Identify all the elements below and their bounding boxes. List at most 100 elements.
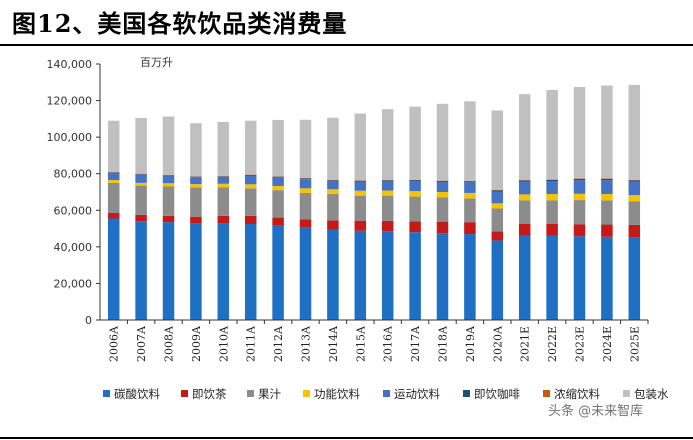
bar-segment	[244, 120, 257, 175]
bar-segment	[546, 89, 558, 180]
bar-segment	[518, 180, 531, 182]
x-tick-label: 2013A	[300, 325, 313, 362]
bar-segment	[272, 176, 284, 178]
bar-segment	[573, 236, 586, 320]
bar-segment	[299, 188, 312, 193]
bar-segment	[107, 180, 120, 183]
bar-segment	[354, 181, 367, 191]
bottom-rule	[0, 437, 693, 439]
y-tick-label: 60,000	[54, 204, 93, 217]
bar-segment	[491, 240, 504, 320]
bar-segment	[327, 220, 339, 230]
bar-segment	[107, 172, 120, 181]
bar-segment	[573, 200, 586, 225]
bar-segment	[491, 231, 504, 241]
x-tick-label: 2024E	[601, 326, 614, 362]
bar-segment	[518, 181, 531, 195]
bar-segment	[244, 175, 257, 185]
y-tick-label: 40,000	[54, 241, 93, 254]
bar-segment	[409, 180, 421, 182]
bar-segment	[573, 193, 586, 201]
bar-segment	[272, 225, 284, 320]
x-tick-label: 2014A	[327, 325, 340, 362]
bar-segment	[518, 94, 531, 181]
bar-segment	[628, 237, 641, 320]
bar-segment	[299, 192, 312, 220]
bar-segment	[244, 188, 257, 216]
bar-segment	[464, 222, 476, 235]
bar-segment	[491, 110, 504, 190]
bar-segment	[436, 233, 449, 320]
legend-label: 包装水	[634, 387, 669, 401]
bar-segment	[190, 184, 202, 188]
bar-segment	[299, 179, 312, 189]
y-tick-label: 20,000	[54, 277, 93, 290]
bar-segment	[381, 195, 394, 221]
bar-segment	[546, 194, 558, 201]
bar-segment	[573, 180, 586, 194]
bar-segment	[381, 220, 394, 232]
bar-segment	[546, 200, 558, 224]
bar-segment	[628, 181, 641, 196]
bar-segment	[135, 174, 147, 183]
bar-segment	[381, 109, 394, 181]
bar-segment	[381, 190, 394, 196]
bar-segment	[327, 229, 339, 320]
unit-label: 百万升	[140, 56, 173, 69]
bar-segment	[217, 223, 230, 320]
bar-segment	[628, 224, 641, 238]
x-tick-label: 2010A	[217, 325, 230, 362]
bar-segment	[327, 193, 339, 221]
bar-segment	[436, 103, 449, 181]
x-tick-label: 2007A	[135, 325, 148, 362]
bar-segment	[162, 186, 175, 216]
bar-segment	[135, 117, 147, 174]
x-tick-label: 2008A	[163, 325, 176, 362]
bar-area	[107, 84, 641, 320]
bar-segment	[217, 183, 230, 188]
legend-swatch	[383, 390, 390, 397]
bar-segment	[162, 222, 175, 320]
bar-segment	[327, 117, 339, 180]
bar-segment	[217, 187, 230, 216]
bar-segment	[409, 181, 421, 192]
bar-segment	[190, 176, 202, 178]
bar-segment	[628, 201, 641, 225]
bar-segment	[601, 224, 613, 237]
bar-segment	[436, 192, 449, 198]
bar-segment	[190, 216, 202, 224]
bar-segment	[464, 181, 476, 183]
bar-segment	[601, 178, 613, 181]
bar-segment	[628, 180, 641, 182]
bar-segment	[409, 221, 421, 233]
bar-segment	[464, 198, 476, 223]
bar-segment	[244, 215, 257, 224]
bar-segment	[518, 200, 531, 224]
watermark: 头条 @未来智库	[548, 404, 644, 419]
bar-segment	[354, 190, 367, 196]
bar-segment	[244, 224, 257, 320]
bar-segment	[107, 172, 120, 173]
bar-segment	[162, 116, 175, 175]
y-tick-label: 100,000	[47, 131, 93, 144]
bar-segment	[381, 181, 394, 191]
bar-segment	[381, 231, 394, 320]
bar-segment	[518, 194, 531, 201]
legend-label: 功能饮料	[314, 387, 360, 401]
bar-segment	[190, 187, 202, 217]
bar-segment	[601, 194, 613, 201]
x-tick-label: 2011A	[245, 325, 258, 362]
bar-segment	[628, 84, 641, 180]
y-tick-label: 0	[85, 314, 92, 327]
legend-label: 果汁	[258, 387, 281, 401]
legend-swatch	[247, 390, 254, 397]
x-tick-label: 2023E	[574, 326, 587, 362]
bar-segment	[601, 200, 613, 225]
bar-segment	[546, 179, 558, 182]
bar-segment	[299, 227, 312, 320]
bar-segment	[601, 85, 613, 179]
bar-segment	[354, 230, 367, 320]
bar-segment	[354, 195, 367, 221]
title-underline	[0, 44, 693, 46]
